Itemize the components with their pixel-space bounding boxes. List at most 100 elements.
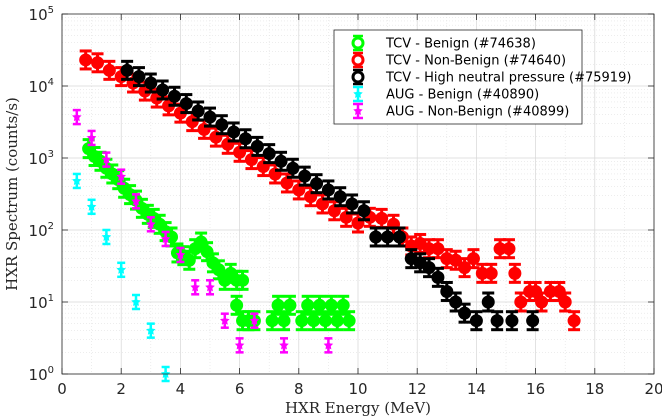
y-axis-title: HXR Spectrum (counts/s): [3, 97, 21, 291]
point-marker: [431, 242, 445, 256]
point-marker: [160, 369, 171, 379]
point-marker: [215, 118, 229, 132]
point-marker: [220, 315, 230, 325]
point-marker: [234, 340, 245, 350]
point-marker: [250, 139, 264, 153]
point-marker: [313, 298, 327, 312]
data-point: [567, 310, 581, 332]
point-marker: [279, 340, 289, 350]
legend-label: TCV - Non-Benign (#74640): [385, 54, 566, 69]
data-point: [327, 200, 341, 222]
data-point: [321, 179, 335, 201]
point-marker: [318, 314, 332, 328]
data-point: [277, 310, 291, 332]
point-marker: [131, 297, 141, 307]
point-marker: [116, 264, 126, 274]
x-tick-label: 0: [57, 380, 67, 398]
point-marker: [336, 298, 350, 312]
point-marker: [131, 196, 141, 206]
legend-label: TCV - Benign (#74638): [385, 37, 536, 52]
data-point: [490, 310, 504, 332]
point-marker: [535, 295, 549, 309]
data-point: [101, 228, 112, 246]
point-marker: [333, 190, 347, 204]
point-marker: [72, 112, 82, 122]
point-marker: [440, 284, 454, 298]
data-point: [279, 337, 289, 354]
point-marker: [236, 273, 250, 287]
point-marker: [175, 249, 186, 260]
point-marker: [156, 83, 170, 97]
point-marker: [449, 295, 463, 309]
legend: TCV - Benign (#74638) TCV - Non-Benign (#…: [333, 29, 631, 125]
x-tick-label: 2: [116, 380, 126, 398]
point-marker: [552, 284, 566, 298]
data-point: [336, 294, 350, 316]
data-point: [72, 108, 82, 126]
data-point: [86, 129, 97, 147]
point-marker: [205, 282, 215, 292]
data-point: [357, 200, 371, 222]
point-marker: [345, 197, 359, 211]
x-tick-label: 10: [348, 380, 367, 398]
data-point: [307, 310, 321, 332]
data-point: [220, 312, 230, 329]
point-marker: [307, 314, 321, 328]
legend-item: TCV - Non-Benign (#74640): [351, 51, 566, 69]
legend-marker: [351, 70, 365, 84]
legend-item: TCV - High neutral pressure (#75919): [351, 68, 631, 86]
data-point: [144, 72, 158, 94]
point-marker: [529, 284, 543, 298]
point-marker: [144, 76, 158, 90]
y-tick-label: 100: [29, 365, 54, 384]
data-point: [191, 100, 205, 122]
data-point: [146, 322, 156, 339]
data-point: [203, 106, 217, 128]
x-axis-title: HXR Energy (MeV): [285, 399, 431, 417]
data-point: [484, 262, 498, 284]
data-point: [345, 193, 359, 215]
x-tick-label: 4: [176, 380, 186, 398]
data-point: [262, 143, 276, 165]
point-marker: [324, 298, 338, 312]
point-marker: [505, 314, 519, 328]
data-point: [132, 66, 146, 88]
point-marker: [321, 183, 335, 197]
data-point: [458, 302, 472, 324]
data-point: [313, 294, 327, 316]
data-point: [160, 230, 171, 248]
point-marker: [230, 298, 244, 312]
axis-ticks: 0 2 4 6 8 10 12 14 16 18 20 100 101 102 103 104 105: [29, 5, 662, 398]
y-tick-label: 104: [29, 77, 54, 96]
point-marker: [191, 104, 205, 118]
data-point: [102, 59, 116, 81]
point-marker: [190, 282, 200, 292]
point-marker: [179, 97, 193, 111]
data-point: [502, 238, 516, 260]
point-marker: [375, 211, 389, 225]
point-marker: [369, 230, 383, 244]
point-marker: [227, 125, 241, 139]
data-point: [239, 128, 253, 150]
data-point: [298, 165, 312, 187]
point-marker: [295, 314, 309, 328]
point-marker: [91, 56, 105, 70]
series-cff00ff: [72, 108, 334, 354]
point-marker: [310, 177, 324, 191]
point-marker: [381, 230, 395, 244]
point-marker: [212, 263, 226, 277]
data-point: [323, 337, 334, 354]
data-point: [274, 150, 288, 172]
point-marker: [146, 219, 156, 229]
point-marker: [165, 230, 179, 244]
data-point: [508, 262, 522, 284]
point-marker: [292, 183, 306, 197]
point-marker: [392, 230, 406, 244]
legend-marker: [351, 36, 365, 50]
data-point: [283, 294, 297, 316]
data-point: [466, 248, 480, 270]
data-point: [101, 151, 112, 168]
data-point: [286, 157, 300, 179]
point-marker: [160, 234, 171, 244]
